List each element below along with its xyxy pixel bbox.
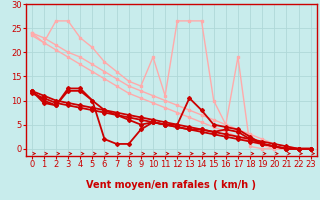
- X-axis label: Vent moyen/en rafales ( km/h ): Vent moyen/en rafales ( km/h ): [86, 180, 256, 190]
